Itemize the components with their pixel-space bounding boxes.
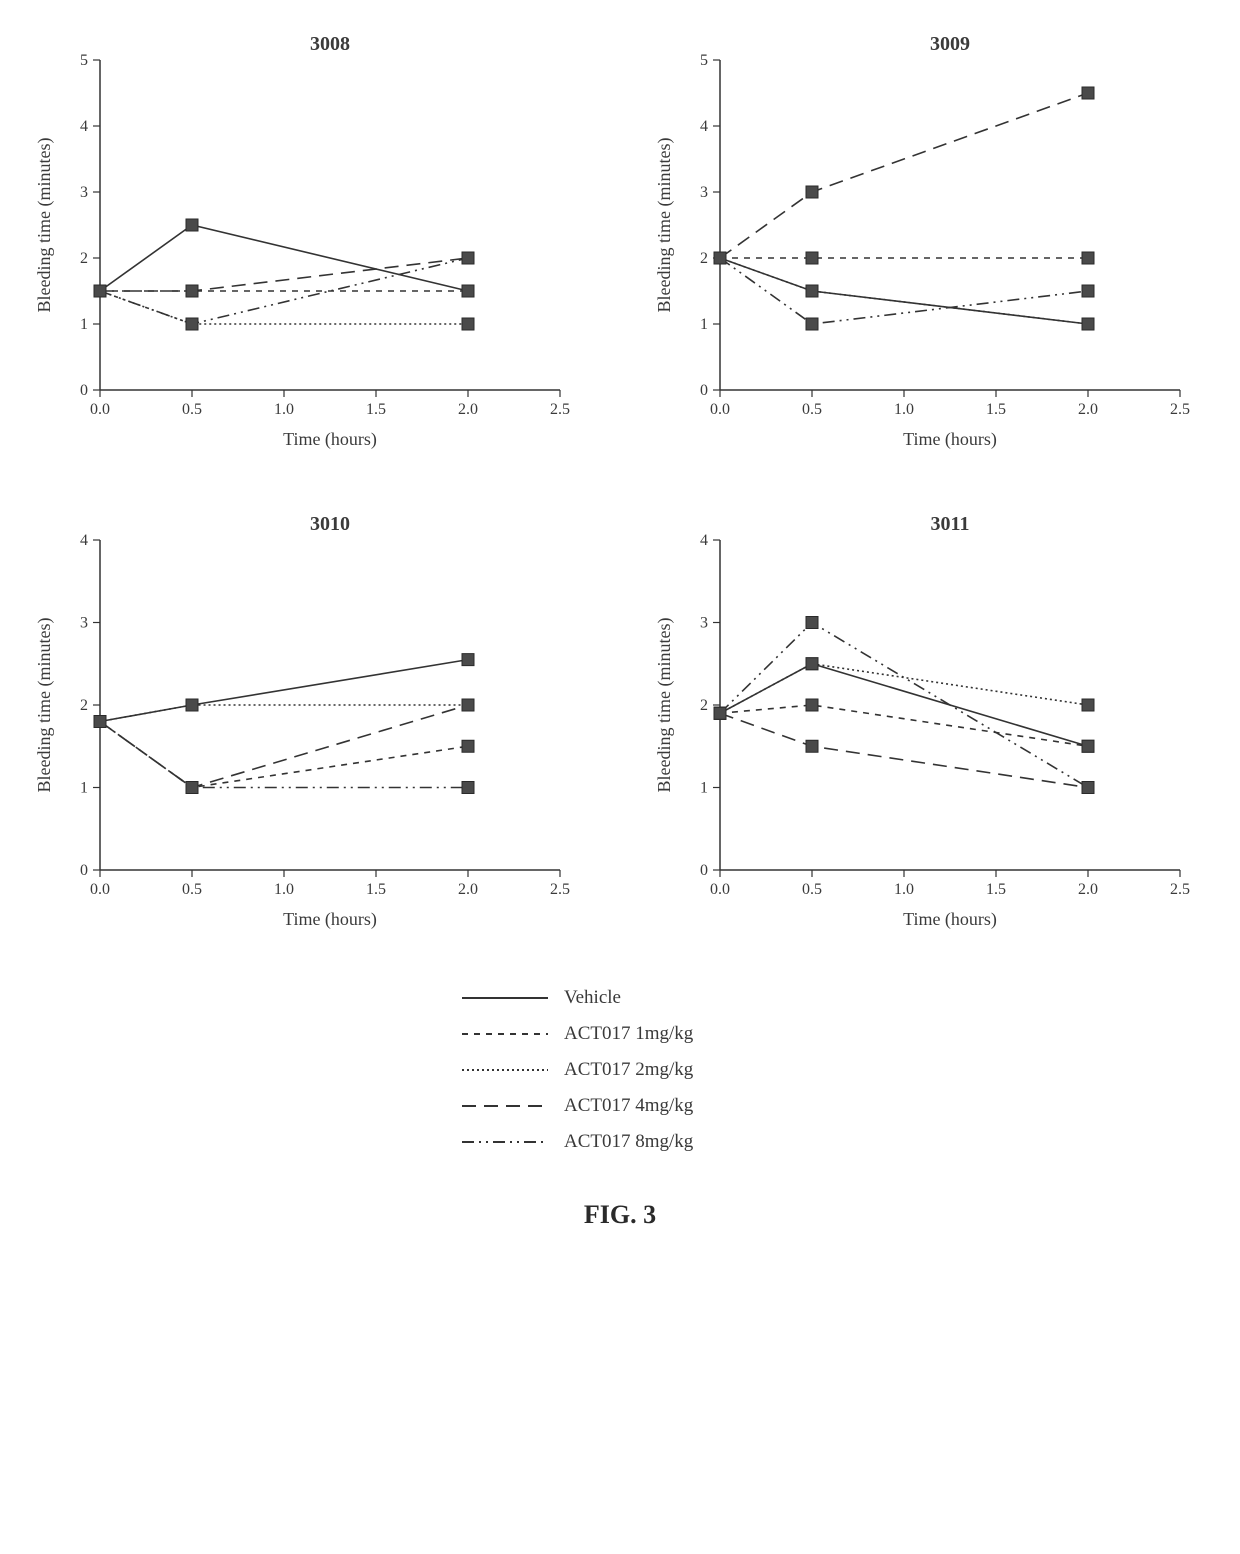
chart-3009: 3009 0 1 2 3 4 5 0.0 0.5 1.0 1.5 2.0 2.5 Bleeding tim… — [640, 20, 1220, 470]
svg-text:Bleeding time (minutes): Bleeding time (minutes) — [34, 618, 55, 793]
svg-text:3: 3 — [700, 615, 708, 632]
chart-3011: 3011 0 1 2 3 4 0.0 0.5 1.0 1.5 2.0 2.5 Bleeding time… — [640, 500, 1220, 950]
svg-text:2: 2 — [80, 250, 88, 267]
svg-text:2: 2 — [80, 697, 88, 714]
figure-label: FIG. 3 — [20, 1200, 1220, 1230]
svg-text:1: 1 — [80, 316, 88, 333]
svg-text:0.5: 0.5 — [182, 401, 202, 418]
svg-text:2.5: 2.5 — [550, 881, 570, 898]
svg-text:Time (hours): Time (hours) — [903, 909, 997, 930]
svg-text:1: 1 — [700, 780, 708, 797]
svg-text:1.5: 1.5 — [366, 401, 386, 418]
legend-label-4mgkg: ACT017 4mg/kg — [564, 1095, 693, 1117]
svg-text:2: 2 — [700, 250, 708, 267]
legend: Vehicle ACT017 1mg/kg ACT017 2mg/kg ACT0… — [460, 980, 780, 1160]
svg-text:4: 4 — [80, 532, 88, 549]
svg-text:0: 0 — [700, 382, 708, 399]
svg-text:0.0: 0.0 — [90, 881, 110, 898]
svg-text:4: 4 — [700, 118, 708, 135]
svg-text:3: 3 — [80, 184, 88, 201]
svg-text:Bleeding time (minutes): Bleeding time (minutes) — [654, 618, 675, 793]
svg-text:Bleeding time (minutes): Bleeding time (minutes) — [654, 138, 675, 313]
svg-text:1.5: 1.5 — [366, 881, 386, 898]
svg-text:0.5: 0.5 — [802, 881, 822, 898]
svg-text:3008: 3008 — [310, 33, 350, 55]
svg-text:0.5: 0.5 — [182, 881, 202, 898]
svg-text:0.5: 0.5 — [802, 401, 822, 418]
svg-text:5: 5 — [80, 52, 88, 69]
svg-text:1.0: 1.0 — [274, 401, 294, 418]
svg-text:3009: 3009 — [930, 33, 970, 55]
legend-item-vehicle: Vehicle — [460, 980, 780, 1016]
svg-text:4: 4 — [80, 118, 88, 135]
svg-text:3: 3 — [700, 184, 708, 201]
svg-text:0.0: 0.0 — [710, 881, 730, 898]
svg-text:3: 3 — [80, 615, 88, 632]
chart-3010: 3010 0 1 2 3 4 0.0 0.5 1.0 1.5 2.0 2.5 Bleeding time… — [20, 500, 600, 950]
svg-text:Bleeding time (minutes): Bleeding time (minutes) — [34, 138, 55, 313]
legend-label-1mgkg: ACT017 1mg/kg — [564, 1023, 693, 1045]
svg-text:Time (hours): Time (hours) — [903, 429, 997, 450]
svg-text:2.5: 2.5 — [550, 401, 570, 418]
legend-label-2mgkg: ACT017 2mg/kg — [564, 1059, 693, 1081]
svg-text:1.0: 1.0 — [894, 401, 914, 418]
svg-text:0.0: 0.0 — [90, 401, 110, 418]
legend-item-4mgkg: ACT017 4mg/kg — [460, 1088, 780, 1124]
chart-3008: 3008 0 1 2 3 4 5 0.0 0.5 1.0 1.5 2.0 2.5 Bleeding tim… — [20, 20, 600, 470]
svg-text:0: 0 — [80, 382, 88, 399]
svg-text:0: 0 — [80, 862, 88, 879]
svg-text:1.0: 1.0 — [274, 881, 294, 898]
svg-text:2.0: 2.0 — [1078, 401, 1098, 418]
legend-item-1mgkg: ACT017 1mg/kg — [460, 1016, 780, 1052]
svg-text:1.0: 1.0 — [894, 881, 914, 898]
legend-label-vehicle: Vehicle — [564, 987, 621, 1009]
svg-text:1.5: 1.5 — [986, 881, 1006, 898]
svg-text:1.5: 1.5 — [986, 401, 1006, 418]
svg-text:1: 1 — [80, 780, 88, 797]
svg-text:2: 2 — [700, 697, 708, 714]
svg-text:0.0: 0.0 — [710, 401, 730, 418]
svg-text:3011: 3011 — [931, 513, 970, 535]
svg-text:2.0: 2.0 — [1078, 881, 1098, 898]
legend-item-2mgkg: ACT017 2mg/kg — [460, 1052, 780, 1088]
svg-text:2.0: 2.0 — [458, 881, 478, 898]
svg-text:0: 0 — [700, 862, 708, 879]
svg-text:3010: 3010 — [310, 513, 350, 535]
legend-label-8mgkg: ACT017 8mg/kg — [564, 1131, 693, 1153]
svg-text:Time (hours): Time (hours) — [283, 909, 377, 930]
chart-grid: 3008 0 1 2 3 4 5 0.0 0.5 1.0 1.5 2.0 2.5 Bleeding tim… — [20, 20, 1220, 950]
legend-item-8mgkg: ACT017 8mg/kg — [460, 1124, 780, 1160]
svg-text:2.0: 2.0 — [458, 401, 478, 418]
svg-text:2.5: 2.5 — [1170, 401, 1190, 418]
svg-text:Time (hours): Time (hours) — [283, 429, 377, 450]
svg-text:4: 4 — [700, 532, 708, 549]
svg-text:2.5: 2.5 — [1170, 881, 1190, 898]
svg-text:5: 5 — [700, 52, 708, 69]
svg-text:1: 1 — [700, 316, 708, 333]
